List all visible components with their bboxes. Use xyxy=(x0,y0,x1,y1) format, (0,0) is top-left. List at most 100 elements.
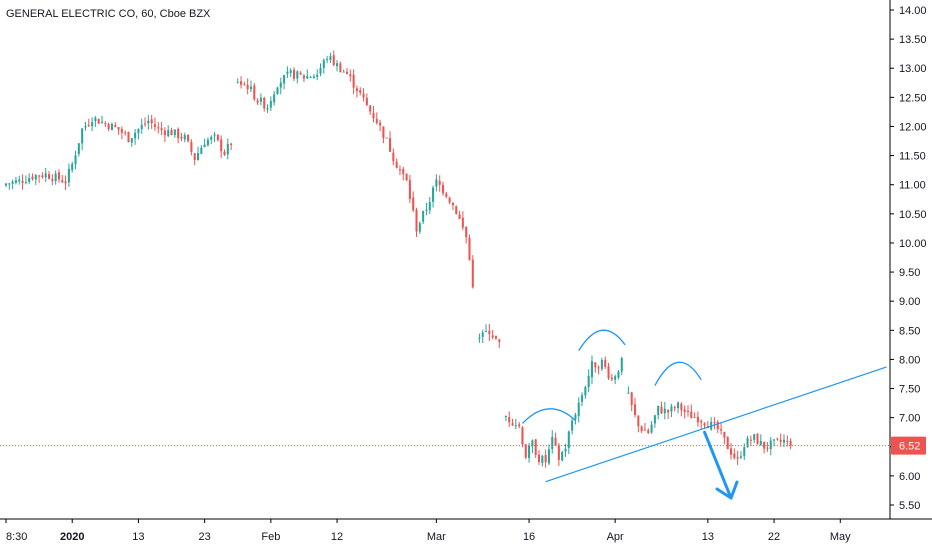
candle xyxy=(508,411,511,427)
candle xyxy=(680,402,683,417)
candle-body xyxy=(620,358,623,372)
price-tick-label: 8.00 xyxy=(899,354,920,366)
candle-body xyxy=(11,181,14,184)
candle xyxy=(359,87,362,96)
candle xyxy=(362,88,365,102)
shoulder-arc[interactable] xyxy=(521,408,576,424)
plot-area[interactable] xyxy=(0,50,890,468)
candle-body xyxy=(21,180,24,183)
candle xyxy=(196,146,200,161)
candle-body xyxy=(91,122,94,127)
price-axis[interactable]: 14.00 13.50 13.00 12.50 12.00 11.50 11.00 10.50… xyxy=(889,0,927,519)
candle xyxy=(44,167,47,182)
time-tick-label: Apr xyxy=(607,531,624,543)
candle-body xyxy=(425,209,428,211)
shoulder-arc[interactable] xyxy=(654,361,702,386)
candle xyxy=(4,182,8,188)
candle xyxy=(54,170,57,185)
candle-body xyxy=(597,367,600,369)
candle-body xyxy=(322,60,325,69)
candle xyxy=(276,86,279,95)
candle-body xyxy=(349,74,352,77)
candle xyxy=(584,385,587,399)
candle xyxy=(763,441,766,454)
candle xyxy=(614,374,617,385)
candle-body xyxy=(170,130,173,136)
candle xyxy=(597,365,600,375)
candle-body xyxy=(230,143,233,146)
time-tick-label: 2020 xyxy=(60,531,84,543)
last-price-badge: 6.52 xyxy=(891,436,926,455)
candle xyxy=(405,173,408,182)
candle-body xyxy=(617,371,620,378)
candle-body xyxy=(630,392,633,406)
candle-body xyxy=(743,447,746,457)
candle xyxy=(292,67,296,81)
drawing-layer[interactable] xyxy=(521,329,887,500)
candle-body xyxy=(8,183,11,185)
candle-body xyxy=(292,69,296,79)
candle xyxy=(382,126,385,144)
candle-body xyxy=(173,129,176,136)
candle-body xyxy=(183,135,186,140)
candle-body xyxy=(342,71,345,73)
down-arrow-head[interactable] xyxy=(715,480,739,500)
candle xyxy=(312,74,315,79)
candle-body xyxy=(756,433,759,445)
candle xyxy=(193,152,196,166)
candle xyxy=(200,145,203,155)
candle-body xyxy=(296,71,299,79)
candle xyxy=(210,135,213,145)
candle xyxy=(395,158,398,169)
candle-body xyxy=(779,439,782,442)
candle-body xyxy=(686,410,690,412)
candle xyxy=(739,451,742,460)
candle-body xyxy=(528,445,531,459)
candle-body xyxy=(720,429,723,431)
candle xyxy=(498,338,501,348)
candle xyxy=(504,415,507,422)
candle-body xyxy=(220,139,223,152)
candle xyxy=(789,438,792,450)
candle xyxy=(61,175,64,184)
candle-body xyxy=(422,210,425,222)
candle xyxy=(594,362,597,373)
candle xyxy=(243,81,246,86)
candle-body xyxy=(246,84,249,90)
candle-body xyxy=(448,197,451,203)
candle xyxy=(91,117,94,131)
down-arrow-shaft[interactable] xyxy=(703,430,733,500)
candle xyxy=(610,373,613,382)
candle-body xyxy=(97,119,100,124)
candle xyxy=(266,104,269,114)
candle xyxy=(306,69,309,80)
candle xyxy=(342,69,345,73)
candle-body xyxy=(150,119,153,124)
candle xyxy=(723,431,726,445)
time-axis[interactable]: 8:30 2020 13 23 Feb 12 Mar 16 Apr 13 22 May xyxy=(0,518,932,543)
time-tick-label: 13 xyxy=(702,531,714,543)
shoulder-arc[interactable] xyxy=(578,329,626,352)
candle-body xyxy=(213,134,216,136)
candle xyxy=(435,174,438,192)
trend-line[interactable] xyxy=(545,366,887,483)
candle-body xyxy=(336,63,339,67)
candle xyxy=(600,357,603,371)
candle xyxy=(203,138,206,148)
candle xyxy=(729,443,733,460)
candle xyxy=(177,127,180,144)
candle xyxy=(392,148,395,166)
candle xyxy=(352,69,355,95)
candle-body xyxy=(723,431,726,438)
candle-body xyxy=(574,414,577,420)
candle-body xyxy=(594,362,597,368)
candle xyxy=(693,412,696,418)
candle xyxy=(458,210,461,220)
candle-body xyxy=(607,366,610,379)
candle-body xyxy=(279,82,282,88)
candle-body xyxy=(504,416,507,418)
candle-body xyxy=(604,359,607,368)
candle-body xyxy=(455,206,458,214)
candle-body xyxy=(137,129,140,134)
